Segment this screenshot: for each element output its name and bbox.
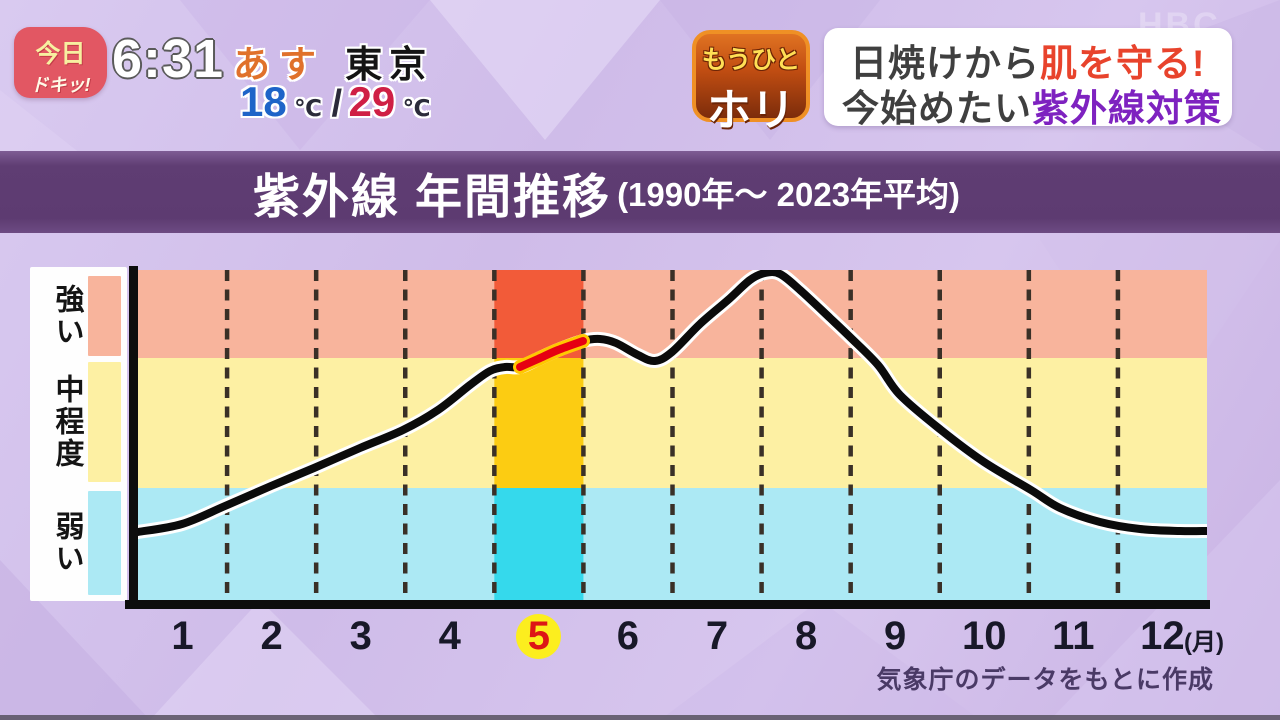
legend-row-strong: 強い	[30, 276, 127, 356]
month-label-6: 6	[616, 614, 640, 658]
x-axis	[125, 600, 1210, 609]
month-label-9: 9	[884, 614, 907, 658]
show-logo-line1: 今日	[35, 40, 86, 68]
headline-line1: 日焼けから肌を守る!	[850, 33, 1205, 87]
highlighted-month-circle: 5	[516, 614, 562, 659]
low-temp-unit: ℃	[294, 95, 323, 121]
month-label-10: 10	[961, 614, 1007, 658]
month-label-4: 4	[438, 614, 461, 658]
month-label-7: 7	[705, 614, 729, 658]
month-axis: 1 2 3 4 5 6 7 8 9 10 11 12	[138, 612, 1207, 660]
month-unit-label: (月)	[1184, 629, 1224, 656]
y-axis	[129, 266, 138, 608]
temp-separator: /	[331, 83, 343, 125]
data-source-note: 気象庁のデータをもとに作成	[876, 666, 1214, 694]
headline-line2-plain: 今始めたい	[842, 88, 1032, 129]
clock: 6:31	[112, 29, 225, 89]
high-temp-unit: ℃	[402, 95, 431, 121]
chart-subtitle: (1990年〜 2023年平均)	[617, 176, 961, 213]
month-label-1: 1	[171, 614, 194, 658]
segment-badge: もうひと ホリ	[692, 30, 810, 135]
segment-badge-line1: もうひと	[701, 46, 801, 74]
uv-trend-plot	[138, 270, 1207, 600]
forecast-temps: 18 ℃ / 29 ℃	[240, 78, 434, 126]
legend-label-strong: 強い	[51, 284, 83, 348]
chart-title-banner: 紫外線 年間推移 (1990年〜 2023年平均)	[0, 151, 1280, 233]
uv-level-legend: 強い 中程度 弱い	[30, 267, 127, 601]
month-label-3: 3	[349, 614, 372, 658]
month-label-2: 2	[260, 614, 283, 658]
forecast-header: あす 東京	[233, 34, 433, 88]
legend-swatch-weak	[88, 491, 121, 595]
show-logo: 今日 ドキッ!	[14, 27, 107, 98]
low-temp: 18	[240, 78, 287, 125]
legend-label-moderate: 中程度	[51, 374, 83, 470]
segment-badge-line2: ホリ	[707, 86, 795, 135]
headline-line2-accent: 紫外線対策	[1032, 88, 1222, 129]
legend-row-moderate: 中程度	[30, 362, 127, 482]
headline-line2: 今始めたい紫外線対策	[842, 78, 1222, 132]
month-label-5: 5	[494, 612, 583, 660]
headline-line1-accent: 肌を守る!	[1040, 43, 1206, 84]
headline-line1-plain: 日焼けから	[850, 43, 1040, 84]
month-label-11: 11	[1052, 614, 1095, 658]
show-logo-line2: ドキッ!	[30, 75, 91, 95]
bottom-edge-strip	[0, 715, 1280, 720]
month-label-8: 8	[794, 614, 818, 658]
forecast-day-label: あす	[233, 44, 325, 85]
month-label-12: 12	[1140, 614, 1185, 658]
headline-box: 日焼けから肌を守る! 今始めたい紫外線対策	[824, 28, 1232, 129]
legend-label-weak: 弱い	[51, 511, 83, 575]
legend-row-weak: 弱い	[30, 491, 127, 595]
legend-swatch-strong	[88, 276, 121, 356]
chart-title: 紫外線 年間推移	[253, 169, 612, 223]
legend-swatch-moderate	[88, 362, 121, 482]
forecast-city: 東京	[345, 44, 434, 85]
high-temp: 29	[348, 78, 396, 125]
